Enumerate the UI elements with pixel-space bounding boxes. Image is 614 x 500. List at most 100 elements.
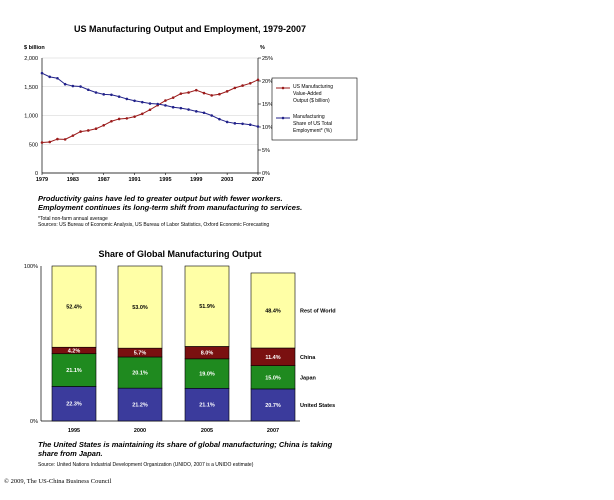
chart1-y-right-unit: % [260, 45, 265, 51]
chart1-data-point [133, 115, 136, 118]
chart1-data-point [194, 110, 198, 113]
chart1-data-point [48, 140, 52, 144]
chart2-y-tick-label-bottom: 0% [30, 419, 38, 425]
chart1-y-right-tick-label: 20% [262, 79, 273, 85]
chart1-data-point [110, 119, 113, 123]
chart1-y-left-tick-label: 1,000 [24, 114, 38, 120]
chart2-source: Source: United Nations Industrial Develo… [38, 462, 254, 468]
chart1-y-left-tick-label: 0 [35, 171, 38, 177]
chart1-data-point [102, 93, 106, 96]
chart1-y-right-tick-label: 5% [262, 148, 270, 154]
chart1-data-point [56, 76, 59, 80]
chart1-data-point [102, 123, 106, 127]
chart1-data-point [79, 130, 82, 133]
chart1-data-point [248, 82, 252, 85]
chart1-data-point [256, 78, 260, 82]
chart2-x-tick-label: 2005 [201, 428, 213, 434]
chart2-data-label: 48.4% [265, 308, 281, 314]
chart2-data-label: 53.0% [132, 305, 148, 311]
chart2-data-label: 11.4% [265, 355, 280, 361]
chart1-data-point [202, 91, 206, 95]
chart1-data-point [79, 85, 82, 88]
chart1-series-line-0 [41, 79, 259, 144]
chart1-data-point [63, 82, 67, 86]
chart1-data-point [225, 90, 229, 93]
chart1-legend-label-line: US Manufacturing [293, 84, 333, 90]
chart1-y-right-tick-label: 10% [262, 125, 273, 131]
chart1-data-point [56, 137, 59, 141]
chart1-title: US Manufacturing Output and Employment, … [73, 24, 307, 34]
chart2-data-label: 15.0% [265, 375, 281, 381]
chart2-data-label: 21.2% [132, 403, 148, 409]
chart1-legend-label-line: Share of US Total [293, 121, 332, 127]
chart1-data-point [140, 112, 144, 116]
chart1-data-point [241, 122, 244, 126]
chart2-data-label: 19.0% [199, 372, 215, 378]
chart2-data-label: 21.1% [199, 403, 215, 409]
chart2-series-label: Rest of World [300, 308, 336, 314]
chart1-data-point [125, 97, 129, 101]
chart2-series-label: Japan [300, 375, 317, 381]
chart2-data-label: 5.7% [134, 351, 147, 357]
chart2-data-label: 22.3% [66, 402, 82, 408]
chart2-data-label: 51.9% [199, 304, 215, 310]
chart1-data-point [179, 106, 183, 110]
chart1-data-point [194, 88, 198, 92]
chart1-y-right-tick-label: 25% [262, 56, 273, 62]
chart1-x-tick-label: 1991 [128, 177, 140, 183]
chart2-data-label: 20.1% [132, 371, 148, 377]
chart1-data-point [148, 102, 152, 105]
chart1-data-point [48, 75, 52, 79]
chart2-bar-segment-united-states [250, 388, 296, 422]
chart1-y-left-tick-label: 2,000 [24, 56, 38, 62]
chart1-legend-label: US Manufacturing Value-Added Output ($ bil… [293, 84, 333, 104]
chart1-y-right-tick-label: 0% [262, 171, 270, 177]
chart1-data-point [117, 95, 121, 98]
chart2-title: Share of Global Manufacturing Output [98, 249, 262, 259]
chart1-data-point [256, 125, 260, 128]
chart2-data-label: 8.0% [201, 351, 214, 357]
chart1-data-point [86, 129, 90, 132]
chart1-data-point [218, 92, 221, 96]
chart1-data-point [71, 84, 75, 88]
chart1-series-line-1 [41, 72, 259, 128]
chart2-data-label: 52.4% [66, 305, 82, 311]
chart1-legend: US Manufacturing Value-Added Output ($ bil… [271, 77, 358, 141]
chart1-gridlines [42, 57, 258, 174]
chart2-x-tick-label: 2007 [267, 428, 279, 434]
chart1-y-left-tick-label: 1,500 [24, 85, 38, 91]
chart1-lines [40, 71, 260, 144]
chart2-y-tick-label-top: 100% [24, 264, 38, 270]
chart1-legend-marker [281, 116, 285, 120]
chart1-data-point [164, 99, 167, 102]
chart2-bar-segment-united-states [51, 386, 97, 422]
chart1-data-point [225, 120, 229, 124]
chart1-note: *Total non-farm annual average [38, 216, 108, 222]
chart1-legend-label-line: Value-Added [293, 91, 322, 97]
chart1-legend-marker [281, 86, 285, 90]
chart1-data-point [218, 117, 221, 121]
chart2-bar-segment-rest-of-world [250, 272, 296, 349]
chart2-bar-segment-japan [184, 358, 230, 389]
chart1-data-point [133, 99, 136, 103]
chart1-data-point [171, 105, 175, 109]
chart1-y-left-unit: $ billion [24, 45, 45, 51]
chart1-data-point [187, 108, 190, 111]
chart1-x-tick-label: 2003 [221, 177, 233, 183]
chart1-x-tick-label: 1983 [67, 177, 79, 183]
footer-copyright: © 2009, The US-China Business Council [4, 478, 112, 485]
chart2-caption: The United States is maintaining its sha… [38, 440, 333, 458]
chart1-data-point [110, 93, 113, 97]
chart1-x-tick-label: 1995 [159, 177, 171, 183]
chart1-legend-label-line: Employment* (%) [293, 128, 332, 134]
chart2-series-label: United States [300, 403, 335, 409]
chart2-legend: United States Japan China Rest of World [300, 308, 336, 408]
chart1-axes: 0 500 1,000 1,500 2,000 0% 5% 10% 15% 20% 25% $ bil… [24, 45, 273, 183]
chart2-data-label: 21.1% [66, 368, 82, 374]
chart1-data-point [233, 86, 237, 90]
chart1-data-point [156, 102, 160, 106]
chart1-data-point [117, 117, 121, 121]
chart1-data-point [210, 114, 214, 117]
chart2-x-tick-label: 1995 [68, 428, 80, 434]
chart1-data-point [125, 117, 129, 120]
